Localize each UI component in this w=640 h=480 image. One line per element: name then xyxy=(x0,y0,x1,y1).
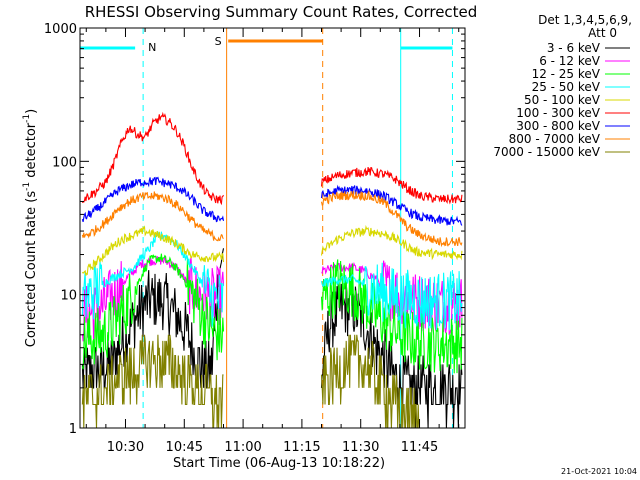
y-tick-label: 1 xyxy=(69,422,77,437)
y-axis-label-mid: detector xyxy=(24,122,39,182)
y-tick-label: 1000 xyxy=(44,22,77,37)
x-tick-label: 10:45 xyxy=(166,440,203,455)
series-25-50-kev-segment-1 xyxy=(81,230,225,327)
legend-header-1: Det 1,3,4,5,6,9, xyxy=(538,13,632,27)
series-100-300-kev-segment-1 xyxy=(81,111,224,206)
legend-label: 7000 - 15000 keV xyxy=(493,145,600,159)
x-axis: 10:30 10:45 11:00 11:15 11:30 11:45 xyxy=(85,28,460,455)
series-3-6-kev-segment-1 xyxy=(81,248,225,389)
series-50-100-kev-segment-1 xyxy=(81,225,225,276)
y-axis-label: Corrected Count Rate (s-1 detector-1) xyxy=(22,109,39,347)
x-tick-label: 11:45 xyxy=(401,440,438,455)
series-layer xyxy=(81,111,463,429)
timestamp: 21-Oct-2021 10:04 xyxy=(561,467,637,476)
marker-label-s: S xyxy=(215,35,222,48)
series-300-800-kev-segment-1 xyxy=(81,176,225,223)
legend-label: 6 - 12 keV xyxy=(539,54,601,68)
legend-label: 100 - 300 keV xyxy=(516,106,600,120)
series-100-300-kev-segment-2 xyxy=(320,166,463,205)
x-tick-label: 11:00 xyxy=(224,440,261,455)
marker-label-n: N xyxy=(148,41,156,54)
y-axis: 1 10 100 1000 xyxy=(44,22,465,437)
legend-header-2: Att 0 xyxy=(588,26,617,40)
series-12-25-kev-segment-2 xyxy=(320,259,463,374)
x-tick-label: 11:15 xyxy=(283,440,320,455)
y-axis-label-main: Corrected Count Rate (s xyxy=(24,191,39,348)
x-tick-label: 10:30 xyxy=(107,440,144,455)
x-tick-label: 11:30 xyxy=(342,440,379,455)
series-800-7000-kev-segment-1 xyxy=(81,191,224,242)
legend-label: 12 - 25 keV xyxy=(532,67,601,81)
legend-label: 3 - 6 keV xyxy=(547,41,601,55)
chart-title: RHESSI Observing Summary Count Rates, Co… xyxy=(85,3,478,21)
legend-label: 800 - 7000 keV xyxy=(509,132,601,146)
series-3-6-kev-segment-2 xyxy=(320,280,463,429)
series-12-25-kev-segment-1 xyxy=(81,253,225,370)
y-axis-label-sup1: -1 xyxy=(22,182,32,191)
x-axis-label: Start Time (06-Aug-13 10:18:22) xyxy=(173,456,385,471)
y-axis-label-end: ) xyxy=(24,109,39,114)
legend-label: 300 - 800 keV xyxy=(516,119,600,133)
legend-label: 50 - 100 keV xyxy=(524,93,601,107)
y-axis-label-sup2: -1 xyxy=(22,114,32,123)
series-300-800-kev-segment-2 xyxy=(320,184,463,226)
y-tick-label: 10 xyxy=(60,289,77,304)
series-7000-15000-kev-segment-1 xyxy=(81,334,224,429)
attenuator-bands xyxy=(80,28,453,428)
series-25-50-kev-segment-2 xyxy=(320,262,463,331)
series-50-100-kev-segment-2 xyxy=(320,224,463,261)
legend-label: 25 - 50 keV xyxy=(532,80,601,94)
series-800-7000-kev-segment-2 xyxy=(320,189,463,248)
y-tick-label: 100 xyxy=(52,155,77,170)
plot-frame xyxy=(79,27,466,429)
series-6-12-kev-segment-1 xyxy=(81,255,225,342)
